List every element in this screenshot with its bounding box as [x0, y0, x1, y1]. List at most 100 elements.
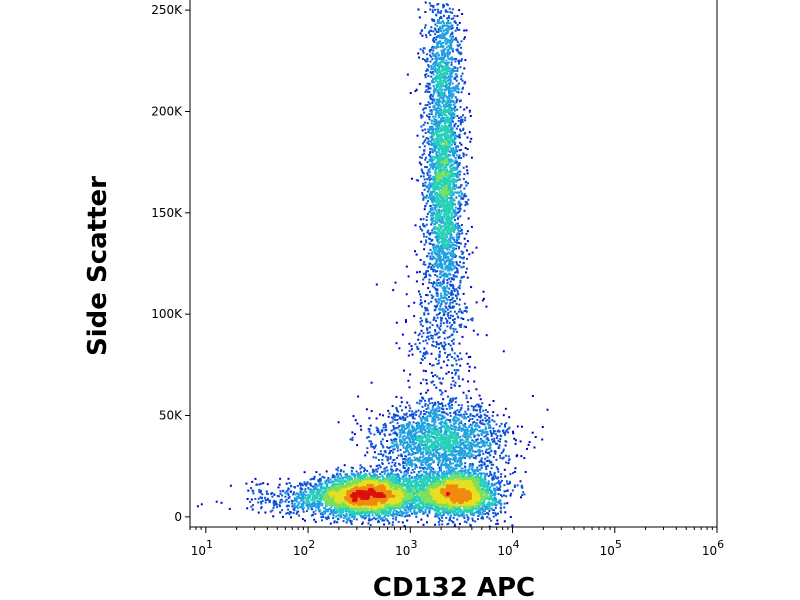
data-point — [496, 522, 499, 525]
data-point — [508, 458, 511, 461]
data-point — [407, 462, 410, 465]
data-point — [469, 429, 472, 432]
data-point — [450, 364, 453, 367]
data-point — [445, 267, 448, 270]
data-point — [434, 298, 437, 301]
data-point — [431, 253, 434, 256]
data-point — [449, 57, 452, 59]
data-point — [467, 455, 470, 458]
data-point — [434, 449, 437, 452]
data-point — [451, 242, 454, 245]
data-point — [476, 434, 479, 436]
data-point — [426, 53, 429, 56]
data-point — [287, 477, 290, 480]
data-point — [451, 349, 454, 352]
data-point — [489, 486, 492, 489]
data-point — [387, 514, 390, 517]
data-point — [431, 405, 434, 408]
data-point — [459, 469, 462, 472]
data-point — [430, 112, 433, 114]
data-point — [492, 478, 495, 481]
data-point — [335, 515, 338, 518]
data-point — [444, 89, 447, 92]
data-point — [333, 520, 336, 523]
data-point — [418, 456, 421, 459]
data-point — [422, 108, 425, 111]
data-point — [435, 30, 438, 33]
data-point — [496, 442, 499, 445]
data-point — [500, 452, 503, 455]
data-point — [259, 482, 262, 485]
data-point — [452, 192, 455, 195]
data-point — [437, 236, 439, 239]
data-point — [445, 453, 447, 456]
data-point — [372, 469, 375, 472]
data-point — [325, 482, 327, 485]
data-point — [461, 435, 464, 438]
data-point — [425, 350, 428, 353]
data-point — [299, 484, 302, 487]
data-point — [314, 512, 317, 515]
data-point — [457, 293, 460, 296]
data-point — [425, 318, 428, 321]
data-point — [291, 500, 294, 503]
data-point — [499, 438, 502, 440]
data-point — [431, 229, 434, 232]
data-point — [454, 191, 457, 194]
data-point — [426, 419, 429, 422]
data-point — [408, 514, 411, 517]
data-point — [432, 243, 435, 246]
data-point — [379, 473, 382, 476]
data-point — [440, 464, 443, 467]
data-point — [502, 429, 505, 432]
data-point — [498, 425, 501, 428]
data-point — [429, 248, 432, 251]
data-point — [436, 57, 439, 60]
data-point — [455, 159, 458, 162]
data-point — [410, 477, 413, 480]
data-point — [408, 502, 411, 505]
data-point — [488, 404, 491, 406]
data-point — [403, 426, 405, 429]
data-point — [455, 288, 458, 291]
data-point — [472, 433, 475, 436]
data-point — [409, 407, 412, 410]
data-point — [441, 117, 444, 119]
data-point — [483, 413, 486, 416]
data-point — [433, 118, 436, 120]
data-point — [447, 251, 450, 254]
data-point — [494, 433, 497, 436]
data-point — [446, 458, 448, 460]
data-point — [455, 371, 457, 374]
data-point — [444, 317, 447, 320]
data-point — [484, 473, 487, 475]
data-point — [417, 338, 420, 341]
data-point — [506, 482, 509, 485]
data-point — [457, 82, 460, 85]
data-point — [446, 17, 449, 20]
data-point — [410, 507, 413, 510]
data-point — [445, 306, 448, 309]
data-point — [250, 487, 252, 490]
data-point — [285, 482, 288, 485]
data-point — [290, 484, 293, 487]
data-point — [422, 417, 425, 420]
data-point — [411, 426, 414, 429]
data-point — [458, 135, 460, 138]
data-point — [368, 515, 371, 518]
data-point — [453, 288, 456, 291]
data-point — [447, 292, 450, 295]
data-point — [432, 120, 435, 123]
data-point — [514, 439, 517, 442]
data-point — [454, 167, 457, 170]
data-point — [435, 416, 438, 419]
data-point — [493, 509, 496, 512]
data-point — [264, 499, 267, 501]
data-point — [293, 509, 296, 512]
data-point — [445, 62, 448, 65]
data-point — [456, 233, 459, 236]
data-point — [430, 252, 433, 255]
data-point — [448, 52, 451, 55]
data-point — [502, 456, 505, 459]
data-point — [435, 111, 438, 114]
